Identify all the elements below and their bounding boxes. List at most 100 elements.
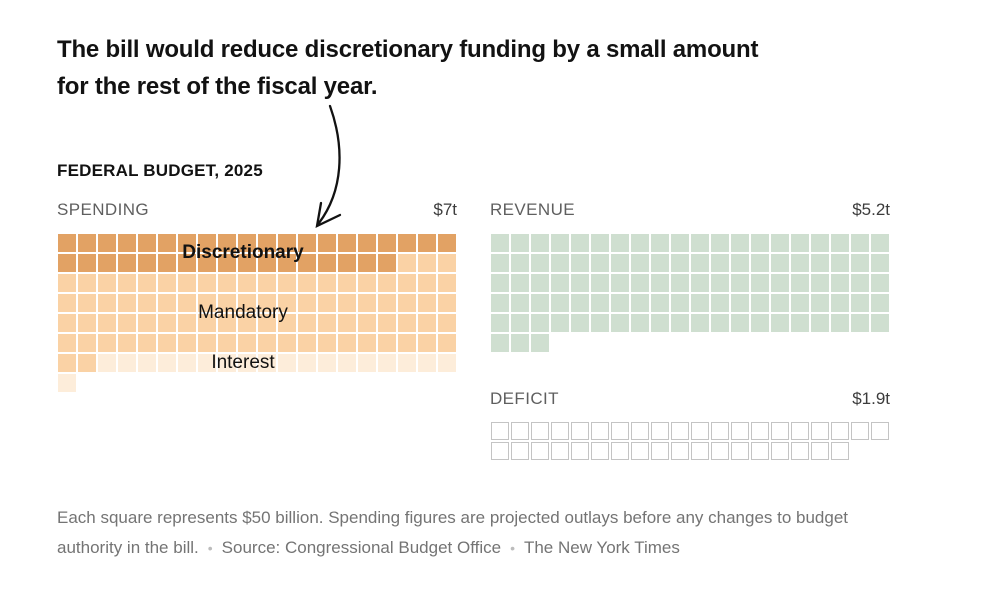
waffle-square bbox=[510, 333, 530, 353]
waffle-square bbox=[377, 233, 397, 253]
waffle-square bbox=[157, 233, 177, 253]
waffle-square bbox=[630, 233, 650, 253]
waffle-square bbox=[610, 293, 630, 313]
waffle-square bbox=[117, 293, 137, 313]
waffle-square bbox=[257, 353, 277, 373]
waffle-square bbox=[377, 333, 397, 353]
waffle-square bbox=[610, 233, 630, 253]
waffle-square bbox=[630, 441, 650, 461]
waffle-square bbox=[437, 273, 457, 293]
waffle-square bbox=[177, 293, 197, 313]
waffle-square bbox=[870, 293, 890, 313]
waffle-square bbox=[337, 333, 357, 353]
waffle-square bbox=[670, 293, 690, 313]
waffle-square bbox=[850, 273, 870, 293]
waffle-square bbox=[590, 233, 610, 253]
waffle-square bbox=[157, 273, 177, 293]
waffle-square bbox=[490, 441, 510, 461]
waffle-square bbox=[177, 233, 197, 253]
waffle-square bbox=[357, 253, 377, 273]
waffle-square bbox=[750, 421, 770, 441]
waffle-square bbox=[610, 421, 630, 441]
waffle-square bbox=[650, 441, 670, 461]
waffle-square bbox=[337, 253, 357, 273]
waffle-square bbox=[810, 273, 830, 293]
waffle-square bbox=[510, 273, 530, 293]
waffle-square bbox=[237, 333, 257, 353]
waffle-square bbox=[850, 233, 870, 253]
waffle-square bbox=[377, 353, 397, 373]
waffle-square bbox=[437, 253, 457, 273]
deficit-total: $1.9t bbox=[852, 389, 890, 408]
waffle-square bbox=[317, 253, 337, 273]
waffle-square bbox=[297, 333, 317, 353]
waffle-square bbox=[177, 313, 197, 333]
waffle-square bbox=[610, 441, 630, 461]
waffle-square bbox=[870, 273, 890, 293]
waffle-square bbox=[217, 333, 237, 353]
revenue-header: REVENUE $5.2t bbox=[490, 200, 890, 220]
waffle-square bbox=[870, 313, 890, 333]
waffle-square bbox=[397, 333, 417, 353]
waffle-square bbox=[630, 313, 650, 333]
waffle-square bbox=[77, 253, 97, 273]
waffle-square bbox=[257, 333, 277, 353]
waffle-square bbox=[57, 293, 77, 313]
waffle-square bbox=[810, 233, 830, 253]
waffle-square bbox=[317, 233, 337, 253]
waffle-square bbox=[750, 233, 770, 253]
waffle-square bbox=[277, 293, 297, 313]
waffle-square bbox=[830, 421, 850, 441]
waffle-square bbox=[490, 313, 510, 333]
waffle-square bbox=[770, 233, 790, 253]
waffle-square bbox=[57, 373, 77, 393]
waffle-square bbox=[550, 293, 570, 313]
waffle-square bbox=[357, 333, 377, 353]
waffle-square bbox=[197, 253, 217, 273]
waffle-square bbox=[437, 293, 457, 313]
waffle-square bbox=[850, 421, 870, 441]
waffle-square bbox=[730, 273, 750, 293]
waffle-square bbox=[690, 441, 710, 461]
waffle-square bbox=[810, 441, 830, 461]
waffle-square bbox=[357, 293, 377, 313]
waffle-square bbox=[550, 233, 570, 253]
waffle-square bbox=[57, 253, 77, 273]
waffle-square bbox=[217, 253, 237, 273]
waffle-square bbox=[490, 233, 510, 253]
waffle-square bbox=[157, 253, 177, 273]
waffle-square bbox=[177, 353, 197, 373]
footer-credit: The New York Times bbox=[523, 538, 680, 557]
waffle-square bbox=[730, 313, 750, 333]
waffle-square bbox=[97, 313, 117, 333]
waffle-square bbox=[770, 441, 790, 461]
waffle-square bbox=[710, 253, 730, 273]
waffle-square bbox=[57, 333, 77, 353]
waffle-square bbox=[397, 313, 417, 333]
waffle-square bbox=[770, 293, 790, 313]
waffle-square bbox=[710, 273, 730, 293]
waffle-square bbox=[397, 293, 417, 313]
waffle-square bbox=[550, 313, 570, 333]
waffle-square bbox=[870, 421, 890, 441]
revenue-label: REVENUE bbox=[490, 200, 575, 219]
waffle-square bbox=[317, 333, 337, 353]
waffle-square bbox=[830, 293, 850, 313]
waffle-square bbox=[510, 421, 530, 441]
waffle-square bbox=[217, 313, 237, 333]
waffle-square bbox=[810, 421, 830, 441]
waffle-square bbox=[277, 233, 297, 253]
revenue-total: $5.2t bbox=[852, 200, 890, 219]
waffle-square bbox=[830, 441, 850, 461]
waffle-square bbox=[730, 253, 750, 273]
waffle-square bbox=[630, 253, 650, 273]
waffle-square bbox=[670, 233, 690, 253]
waffle-square bbox=[790, 421, 810, 441]
waffle-square bbox=[530, 253, 550, 273]
waffle-square bbox=[237, 273, 257, 293]
waffle-square bbox=[650, 293, 670, 313]
waffle-square bbox=[417, 253, 437, 273]
waffle-square bbox=[197, 313, 217, 333]
waffle-square bbox=[710, 313, 730, 333]
waffle-square bbox=[217, 293, 237, 313]
